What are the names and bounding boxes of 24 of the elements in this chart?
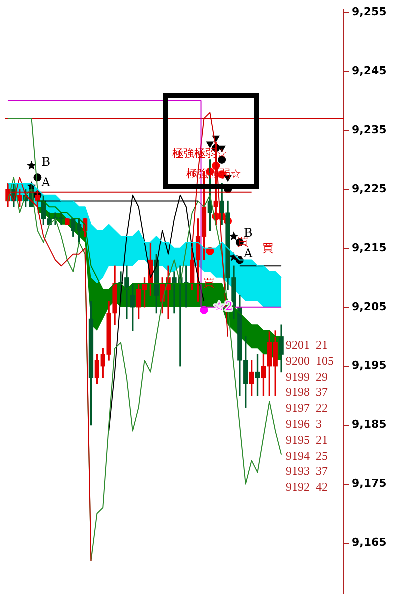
annotation: 買 <box>262 242 274 255</box>
y-tick-label: 9,245 <box>352 64 387 78</box>
annotation: 9197 22 <box>286 401 329 417</box>
y-tick-label: 9,185 <box>352 418 387 432</box>
text: A <box>244 246 253 260</box>
y-tick-label: 9,235 <box>352 123 387 136</box>
y-tick-label: 9,255 <box>352 5 387 18</box>
annotation: 9192 42 <box>286 480 329 496</box>
y-tick-label: 9,165 <box>352 536 387 550</box>
annotation: 9193 37 <box>286 464 329 480</box>
annotation: 9194 25 <box>286 448 329 464</box>
annotation: 9200 105 <box>286 354 334 370</box>
series-label: B <box>42 154 51 169</box>
annotation: 9201 21 <box>286 338 329 354</box>
annotation: 9199 29 <box>286 370 329 386</box>
annotation: 9195 21 <box>286 432 329 449</box>
y-tick-label: 9,175 <box>352 477 387 490</box>
y-tick-label: 9,225 <box>352 182 387 196</box>
series-label: A <box>40 176 51 190</box>
y-tick-label: 9,205 <box>352 300 387 314</box>
y-tick-label: 9,195 <box>352 359 387 372</box>
annotation: 9198 37 <box>286 385 329 402</box>
y-tick-label: 9,215 <box>352 241 387 254</box>
annotation: 9196 3 <box>286 416 323 433</box>
